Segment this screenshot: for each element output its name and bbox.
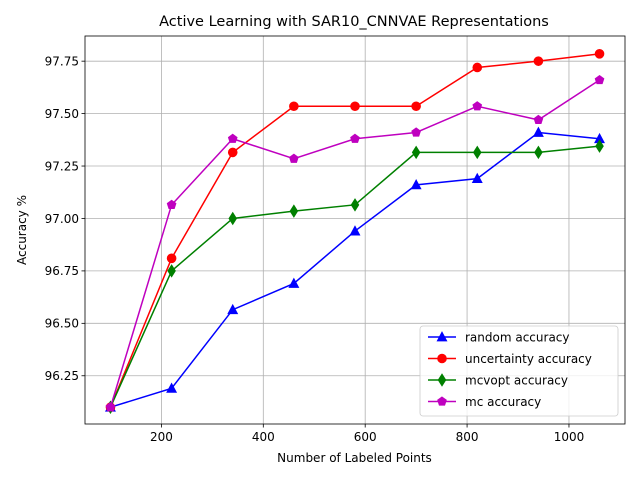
series-random-accuracy	[105, 126, 605, 412]
data-point-mc-accuracy	[533, 114, 544, 125]
data-point-random-accuracy	[532, 126, 544, 137]
legend-box	[419, 325, 619, 417]
data-point-random-accuracy	[410, 179, 422, 190]
data-point-uncertainty-accuracy	[166, 253, 177, 264]
y-tick-label: 96.75	[45, 264, 79, 278]
data-point-uncertainty-accuracy	[472, 62, 483, 73]
data-point-mc-accuracy	[227, 133, 238, 143]
data-point-mc-accuracy	[411, 127, 421, 137]
data-point-uncertainty-accuracy	[411, 101, 421, 112]
data-point-uncertainty-accuracy	[227, 147, 238, 158]
data-point-mcvopt-accuracy	[595, 139, 604, 153]
data-point-mcvopt-accuracy	[472, 145, 482, 160]
y-axis-ticks: 96.25 96.50 96.75 97.00 97.25 97.50 97.75	[45, 54, 85, 383]
legend-item-random-accuracy: random accuracy	[428, 330, 570, 344]
series-mc-accuracy	[105, 74, 605, 412]
legend: random accuracy uncertainty accuracy mcvop…	[419, 325, 619, 417]
data-point-uncertainty-accuracy	[533, 56, 544, 66]
x-tick-label: 200	[150, 430, 173, 444]
y-tick-label: 96.50	[45, 317, 79, 331]
data-point-mcvopt-accuracy	[534, 145, 543, 160]
legend-label: random accuracy	[465, 330, 570, 344]
series-layer	[105, 49, 605, 414]
legend-label: uncertainty accuracy	[465, 352, 592, 366]
data-point-uncertainty-accuracy	[350, 101, 360, 112]
y-tick-label: 97.75	[45, 54, 79, 68]
legend-marker	[437, 373, 447, 387]
data-point-mc-accuracy	[472, 101, 483, 111]
legend-marker	[437, 396, 447, 406]
chart-title: Active Learning with SAR10_CNNVAE Repres…	[159, 14, 549, 30]
data-point-random-accuracy	[349, 225, 361, 236]
y-axis-label: Accuracy %	[15, 195, 29, 265]
data-point-mcvopt-accuracy	[350, 198, 360, 212]
legend-marker	[437, 353, 447, 364]
legend-label: mcvopt accuracy	[465, 373, 568, 387]
data-point-mcvopt-accuracy	[411, 145, 421, 160]
data-point-mcvopt-accuracy	[289, 204, 299, 218]
data-point-mc-accuracy	[166, 199, 177, 209]
legend-marker	[436, 331, 448, 342]
x-tick-label: 800	[456, 430, 479, 444]
x-axis-ticks: 200 400 600 800 1000	[150, 424, 584, 444]
x-axis-label: Number of Labeled Points	[277, 451, 432, 465]
x-tick-label: 400	[252, 430, 275, 444]
data-point-mc-accuracy	[350, 133, 360, 143]
legend-item-mcvopt-accuracy: mcvopt accuracy	[428, 373, 568, 387]
y-tick-label: 97.25	[45, 159, 79, 173]
plot-area-frame	[84, 35, 626, 425]
data-point-uncertainty-accuracy	[594, 49, 605, 59]
y-tick-label: 96.25	[45, 369, 79, 383]
legend-item-mc-accuracy: mc accuracy	[428, 395, 541, 409]
x-tick-label: 1000	[554, 430, 585, 444]
data-point-uncertainty-accuracy	[289, 101, 299, 112]
y-tick-label: 97.50	[45, 107, 79, 121]
data-point-mc-accuracy	[594, 74, 605, 85]
x-tick-label: 600	[354, 430, 377, 444]
y-tick-label: 97.00	[45, 212, 79, 226]
data-point-random-accuracy	[288, 277, 300, 288]
legend-item-uncertainty-accuracy: uncertainty accuracy	[428, 352, 592, 366]
data-point-mc-accuracy	[289, 153, 299, 163]
data-point-random-accuracy	[166, 382, 178, 393]
data-point-mc-accuracy	[105, 402, 116, 412]
data-point-mcvopt-accuracy	[228, 211, 238, 226]
data-point-mcvopt-accuracy	[167, 264, 176, 278]
data-point-random-accuracy	[227, 303, 239, 315]
data-point-random-accuracy	[471, 172, 483, 184]
legend-label: mc accuracy	[465, 395, 541, 409]
